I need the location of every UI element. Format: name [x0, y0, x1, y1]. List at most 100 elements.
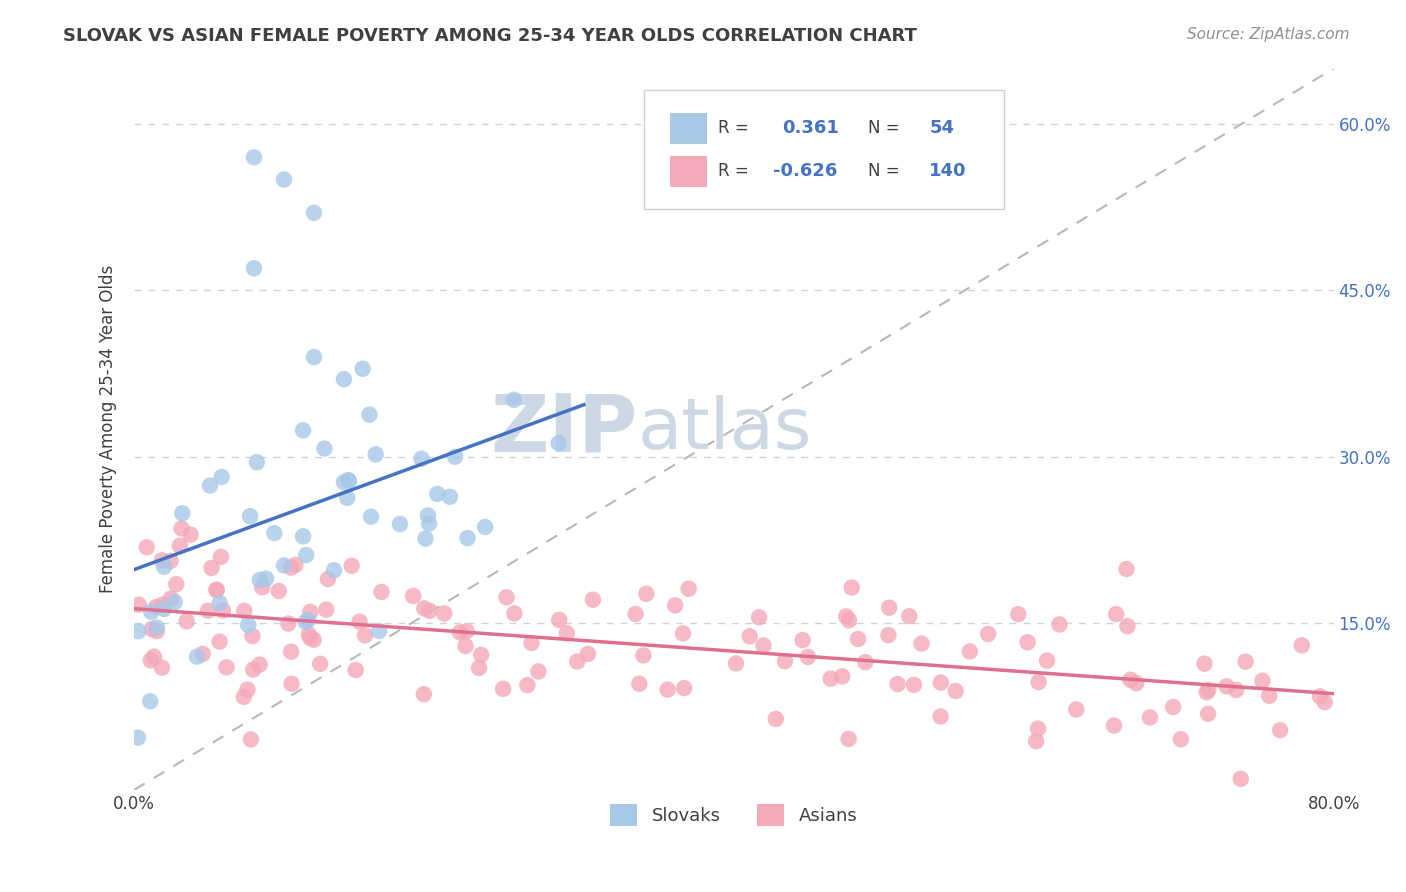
- Point: [152, 598, 174, 612]
- Point: [135, 540, 157, 554]
- Point: [143, 649, 166, 664]
- Point: [1313, 695, 1336, 709]
- Point: [1025, 734, 1047, 748]
- Point: [370, 585, 392, 599]
- Point: [127, 624, 149, 639]
- Point: [624, 607, 647, 621]
- Point: [547, 436, 569, 450]
- Point: [153, 602, 176, 616]
- Point: [205, 582, 228, 597]
- Point: [302, 206, 325, 220]
- Point: [163, 595, 186, 609]
- Point: [273, 172, 295, 186]
- Point: [243, 261, 266, 276]
- Text: N =: N =: [868, 119, 900, 136]
- Point: [1036, 654, 1059, 668]
- Point: [439, 490, 461, 504]
- Point: [415, 532, 437, 546]
- Point: [1197, 682, 1219, 697]
- Point: [765, 712, 787, 726]
- Point: [945, 684, 967, 698]
- Point: [170, 521, 193, 535]
- Point: [263, 526, 285, 541]
- Point: [416, 508, 439, 523]
- Point: [792, 633, 814, 648]
- Point: [1195, 685, 1218, 699]
- Point: [242, 629, 264, 643]
- Point: [295, 548, 318, 562]
- Point: [748, 610, 770, 624]
- Point: [352, 361, 374, 376]
- Point: [492, 681, 515, 696]
- Point: [212, 604, 235, 618]
- Point: [877, 628, 900, 642]
- Text: R =: R =: [718, 119, 749, 136]
- Point: [150, 553, 173, 567]
- Point: [495, 591, 517, 605]
- Point: [150, 660, 173, 674]
- Point: [159, 554, 181, 568]
- Point: [418, 516, 440, 531]
- Point: [1251, 673, 1274, 688]
- Point: [191, 647, 214, 661]
- Point: [929, 709, 952, 723]
- Point: [139, 694, 162, 708]
- Point: [243, 150, 266, 164]
- Point: [200, 561, 222, 575]
- Point: [388, 516, 411, 531]
- Point: [233, 604, 256, 618]
- Point: [316, 572, 339, 586]
- FancyBboxPatch shape: [644, 90, 1004, 210]
- Point: [337, 475, 360, 489]
- Point: [354, 628, 377, 642]
- Text: atlas: atlas: [638, 395, 813, 464]
- Point: [1234, 655, 1257, 669]
- Point: [364, 447, 387, 461]
- Point: [582, 592, 605, 607]
- Point: [141, 605, 163, 619]
- Text: N =: N =: [868, 162, 900, 180]
- Point: [454, 639, 477, 653]
- Text: 54: 54: [929, 119, 955, 136]
- Point: [208, 634, 231, 648]
- Point: [910, 637, 932, 651]
- Point: [153, 559, 176, 574]
- Point: [959, 644, 981, 658]
- Point: [333, 372, 356, 386]
- Point: [139, 653, 162, 667]
- Point: [413, 601, 436, 615]
- Point: [284, 558, 307, 572]
- Point: [292, 423, 315, 437]
- Point: [678, 582, 700, 596]
- Point: [280, 645, 302, 659]
- Point: [738, 629, 761, 643]
- Point: [299, 631, 322, 645]
- Point: [1049, 617, 1071, 632]
- Point: [298, 627, 321, 641]
- Point: [337, 473, 360, 487]
- Point: [433, 607, 456, 621]
- Point: [236, 682, 259, 697]
- Point: [146, 621, 169, 635]
- Point: [426, 487, 449, 501]
- Point: [636, 587, 658, 601]
- Point: [1139, 710, 1161, 724]
- Point: [929, 675, 952, 690]
- Point: [211, 470, 233, 484]
- Point: [254, 572, 277, 586]
- Point: [246, 455, 269, 469]
- Point: [1026, 722, 1049, 736]
- Point: [419, 604, 441, 618]
- Point: [1119, 673, 1142, 687]
- Point: [1017, 635, 1039, 649]
- Point: [449, 625, 471, 640]
- Point: [1215, 679, 1237, 693]
- Point: [411, 451, 433, 466]
- Point: [576, 647, 599, 661]
- Point: [1197, 706, 1219, 721]
- Point: [457, 531, 479, 545]
- Point: [474, 520, 496, 534]
- Point: [333, 475, 356, 490]
- Text: Source: ZipAtlas.com: Source: ZipAtlas.com: [1187, 27, 1350, 42]
- Point: [1125, 676, 1147, 690]
